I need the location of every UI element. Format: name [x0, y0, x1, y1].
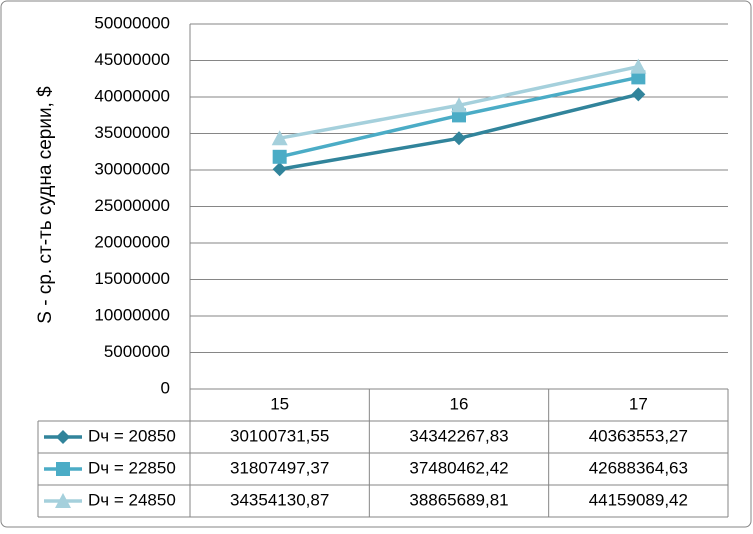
marker [451, 97, 467, 113]
marker [272, 149, 287, 164]
y-tick-label: 35000000 [94, 123, 170, 142]
x-tick-label: 16 [450, 394, 469, 413]
table-value: 31807497,37 [230, 458, 329, 477]
marker [271, 130, 288, 146]
legend-marker [56, 430, 70, 444]
x-tick-label: 17 [629, 394, 648, 413]
y-tick-label: 20000000 [94, 232, 170, 251]
y-tick-label: 25000000 [94, 196, 170, 215]
marker [272, 162, 287, 177]
marker [631, 70, 646, 85]
table-value: 34342267,83 [409, 426, 508, 445]
y-tick-label: 45000000 [94, 50, 170, 69]
table-value: 30100731,55 [230, 426, 329, 445]
table-value: 34354130,87 [230, 490, 329, 509]
y-tick-label: 15000000 [94, 269, 170, 288]
marker [631, 87, 646, 102]
y-tick-label: 10000000 [94, 305, 170, 324]
table-value: 37480462,42 [409, 458, 508, 477]
table-value: 44159089,42 [589, 490, 688, 509]
y-tick-label: 5000000 [104, 342, 170, 361]
table-value: 42688364,63 [589, 458, 688, 477]
x-tick-label: 15 [270, 394, 289, 413]
y-tick-label: 40000000 [94, 86, 170, 105]
table-value: 40363553,27 [589, 426, 688, 445]
table-value: 38865689,81 [409, 490, 508, 509]
marker [452, 131, 466, 146]
legend-marker [55, 493, 71, 508]
y-tick-label: 50000000 [94, 13, 170, 32]
legend-label: Dч = 22850 [88, 458, 176, 477]
y-axis-label: S - ср. ст-ть судна серии, $ [35, 86, 56, 324]
legend-label: Dч = 24850 [88, 490, 176, 509]
y-tick-label: 0 [161, 378, 170, 397]
legend-marker [56, 462, 70, 476]
marker [630, 58, 647, 74]
y-tick-label: 30000000 [94, 159, 170, 178]
legend-label: Dч = 20850 [88, 426, 176, 445]
